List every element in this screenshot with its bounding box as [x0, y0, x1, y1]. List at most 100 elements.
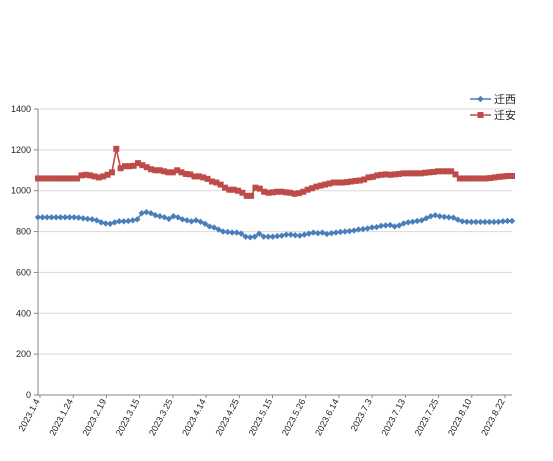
data-point [84, 215, 91, 223]
data-point [330, 179, 337, 186]
data-point [116, 218, 123, 225]
data-point [387, 171, 394, 178]
data-point [161, 168, 168, 175]
data-point [400, 170, 407, 177]
data-point [456, 175, 463, 182]
data-point [504, 217, 511, 225]
data-point [395, 170, 402, 177]
data-point [430, 168, 437, 175]
data-point [508, 217, 516, 225]
data-point [487, 175, 494, 182]
data-point [233, 229, 240, 236]
data-point [235, 187, 242, 194]
data-point [486, 218, 493, 226]
legend-marker [477, 95, 484, 103]
data-point [274, 232, 281, 240]
data-point [452, 171, 459, 178]
data-point [441, 213, 448, 221]
data-point [500, 173, 507, 180]
data-point [300, 188, 307, 195]
data-point [104, 171, 111, 178]
data-point [56, 175, 63, 182]
x-tick-label: 2023.1.24 [47, 397, 75, 437]
x-tick-label: 2023.5.26 [280, 397, 308, 437]
data-point [88, 216, 96, 223]
data-point [400, 220, 407, 227]
data-point [317, 182, 324, 189]
data-point [174, 214, 182, 221]
data-point [191, 173, 198, 180]
data-point [57, 214, 64, 221]
data-point [335, 179, 342, 186]
data-point [87, 172, 94, 179]
data-point [365, 174, 372, 181]
legend-label: 迁安 [494, 108, 516, 122]
data-point [395, 222, 403, 229]
data-point [443, 168, 450, 175]
data-point [111, 219, 118, 226]
data-point [463, 218, 471, 225]
x-tick-label: 2023.5.15 [247, 397, 275, 437]
data-point [148, 166, 155, 173]
x-tick-label: 2023.2.19 [81, 397, 109, 437]
data-point [278, 188, 285, 195]
x-tick-label: 2023.3.15 [114, 397, 142, 437]
data-point [346, 227, 353, 235]
y-axis-ticks: 0 200 400 600 800 1000 1200 1400 [11, 104, 38, 400]
data-point [418, 217, 425, 224]
data-point [143, 208, 150, 216]
data-point [182, 170, 189, 177]
data-point [129, 217, 136, 224]
data-point [217, 181, 224, 188]
data-point [377, 222, 385, 230]
y-tick-label: 400 [16, 308, 31, 318]
data-point [121, 163, 128, 170]
data-point [308, 185, 315, 192]
data-point [350, 227, 358, 234]
x-tick-label: 2023.4.25 [213, 397, 241, 437]
data-point [404, 170, 411, 177]
data-point [474, 175, 481, 182]
y-tick-label: 0 [26, 390, 31, 400]
data-point [265, 189, 272, 196]
data-point [178, 169, 185, 176]
data-point [304, 186, 311, 193]
data-point [352, 177, 359, 184]
series-1 [34, 208, 516, 241]
data-point [252, 184, 259, 191]
y-tick-label: 1400 [11, 104, 31, 114]
data-point [174, 167, 181, 174]
data-point [239, 189, 246, 196]
data-point [310, 229, 317, 236]
data-point [34, 214, 42, 221]
data-point [423, 215, 430, 222]
data-point [61, 175, 68, 182]
data-point [465, 175, 472, 182]
data-point [359, 225, 367, 233]
data-point [459, 218, 466, 225]
data-point [165, 169, 172, 176]
data-point [66, 214, 73, 221]
data-point [98, 219, 105, 226]
data-point [246, 234, 254, 241]
data-point [292, 232, 299, 239]
data-point [269, 189, 276, 196]
data-point [113, 145, 120, 152]
data-point [213, 179, 220, 186]
x-tick-label: 2023.1.4 [16, 397, 41, 433]
data-point [179, 216, 186, 223]
data-point [468, 218, 475, 226]
data-point [187, 171, 194, 178]
data-point [481, 218, 489, 226]
data-point [197, 218, 204, 225]
data-point [43, 214, 51, 221]
data-point [355, 226, 362, 233]
data-point [61, 214, 69, 221]
y-tick-label: 800 [16, 227, 31, 237]
data-point [368, 224, 376, 231]
x-tick-label: 2023.7.13 [379, 397, 407, 437]
data-point [43, 175, 50, 182]
data-point [125, 217, 132, 225]
data-point [35, 175, 41, 182]
data-point [274, 188, 281, 195]
